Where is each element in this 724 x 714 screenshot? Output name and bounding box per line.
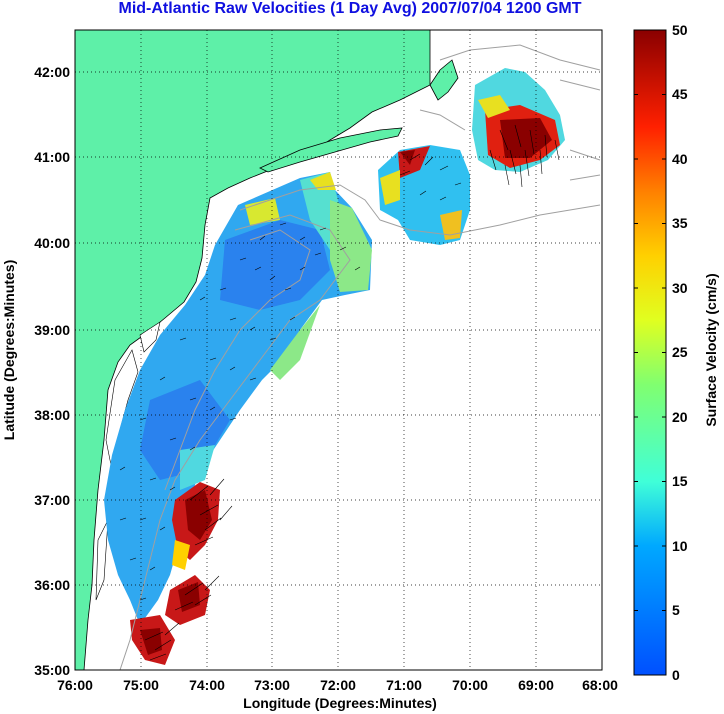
y-tick-label: 37:00 (34, 492, 70, 508)
x-axis-label: Longitude (Degrees:Minutes) (243, 695, 437, 711)
colorbar-tick-label: 45 (672, 86, 688, 102)
colorbar-tick-label: 30 (672, 280, 688, 296)
long-island (259, 127, 403, 173)
y-axis-label: Latitude (Degrees:Minutes) (1, 260, 17, 440)
cape-cod (429, 59, 459, 101)
y-tick-label: 36:00 (34, 577, 70, 593)
y-tick-label: 38:00 (34, 407, 70, 423)
plot-frame (74, 29, 603, 671)
map-title: Mid-Atlantic Raw Velocities (1 Day Avg) … (118, 0, 582, 17)
x-tick-label: 73:00 (254, 677, 290, 693)
colorbar-label: Surface Velocity (cm/s) (703, 273, 719, 426)
colorbar-tick-label: 25 (672, 344, 688, 360)
x-tick-label: 69:00 (518, 677, 554, 693)
colorbar-tick-label: 15 (672, 473, 688, 489)
land-mass (75, 30, 431, 670)
x-tick-label: 76:00 (57, 677, 93, 693)
velocity-field (104, 68, 565, 665)
y-tick-label: 41:00 (34, 149, 70, 165)
x-tick-label: 74:00 (189, 677, 225, 693)
x-tick-label: 72:00 (320, 677, 356, 693)
x-tick-label: 68:00 (582, 677, 618, 693)
grid-lines (75, 30, 602, 670)
y-tick-label: 35:00 (34, 662, 70, 678)
x-tick-label: 70:00 (452, 677, 488, 693)
colorbar-tick-label: 35 (672, 215, 688, 231)
y-tick-label: 42:00 (34, 64, 70, 80)
x-tick-label: 71:00 (386, 677, 422, 693)
colorbar-tick-label: 5 (672, 602, 680, 618)
y-axis: 35:00 36:00 37:00 38:00 39:00 40:00 41:0… (1, 64, 70, 678)
colorbar-scale (633, 29, 667, 676)
bathymetry-contours (119, 44, 601, 670)
colorbar-tick-label: 10 (672, 538, 688, 554)
velocity-vectors (119, 124, 560, 661)
colorbar-tick-label: 50 (672, 22, 688, 38)
colorbar-tick-label: 0 (672, 667, 680, 683)
y-tick-label: 39:00 (34, 322, 70, 338)
x-axis: 76:00 75:00 74:00 73:00 72:00 71:00 70:0… (57, 677, 618, 711)
y-tick-label: 40:00 (34, 235, 70, 251)
colorbar-tick-label: 40 (672, 151, 688, 167)
x-tick-label: 75:00 (123, 677, 159, 693)
colorbar-tick-label: 20 (672, 409, 688, 425)
colorbar: 0 5 10 15 20 25 30 35 40 45 50 Surface V… (633, 22, 719, 683)
